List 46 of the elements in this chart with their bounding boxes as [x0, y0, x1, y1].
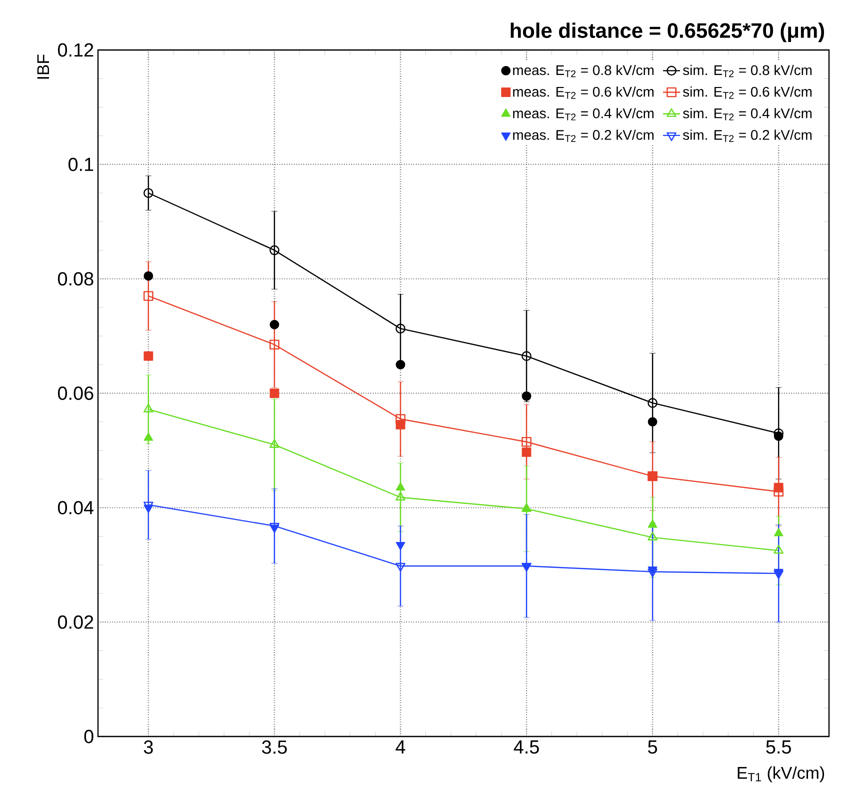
legend-label: meas. E$_{T2}$ = 0.4 kV/cm: [513, 108, 654, 120]
legend-label: meas. E$_{T2}$ = 0.2 kV/cm: [513, 130, 654, 142]
x-tick-label: 4.5: [514, 740, 539, 754]
point: [522, 351, 532, 361]
point: [522, 436, 532, 447]
x-tick-label: 5: [648, 740, 658, 754]
y-tick-label: 0.1: [68, 158, 94, 172]
legend-label: sim. E$_{T2}$ = 0.6 kV/cm: [683, 86, 812, 99]
point: [144, 351, 154, 361]
point: [144, 291, 154, 301]
x-axis-title: E$_{T1}$ (kV/cm): [738, 766, 824, 782]
point: [522, 391, 532, 401]
y-tick-label: 0.08: [58, 272, 94, 286]
y-tick-label: 0.12: [58, 43, 94, 57]
point: [270, 388, 280, 398]
point: [396, 360, 406, 370]
point: [774, 486, 784, 497]
x-tick-label: 3.5: [262, 740, 287, 754]
y-tick-label: 0.02: [58, 615, 94, 629]
y-axis-title: IBF: [37, 54, 50, 79]
point: [270, 340, 280, 350]
y-tick-label: 0.06: [58, 386, 94, 400]
point: [396, 324, 406, 334]
chart-title: hole distance = 0.65625*70 (μm): [510, 22, 824, 42]
point: [648, 398, 658, 408]
point: [144, 188, 154, 198]
x-tick-label: 5.5: [766, 740, 791, 754]
point: [270, 245, 280, 256]
legend-label: meas. E$_{T2}$ = 0.8 kV/cm: [513, 64, 654, 78]
x-tick-label: 4: [396, 740, 406, 754]
point: [522, 447, 532, 457]
point: [270, 320, 280, 330]
legend-label: meas. E$_{T2}$ = 0.6 kV/cm: [513, 86, 654, 99]
point: [648, 417, 658, 427]
point: [396, 562, 406, 572]
legend-label: sim. E$_{T2}$ = 0.4 kV/cm: [683, 108, 812, 120]
legend-label: sim. E$_{T2}$ = 0.2 kV/cm: [683, 130, 812, 142]
x-tick-label: 3: [144, 740, 153, 754]
point: [144, 271, 154, 281]
point: [396, 414, 406, 424]
point: [396, 542, 406, 550]
point: [648, 568, 658, 578]
y-tick-label: 0: [84, 730, 94, 744]
legend-label: sim. E$_{T2}$ = 0.8 kV/cm: [683, 64, 812, 78]
point: [144, 404, 154, 412]
y-tick-label: 0.04: [58, 500, 94, 514]
